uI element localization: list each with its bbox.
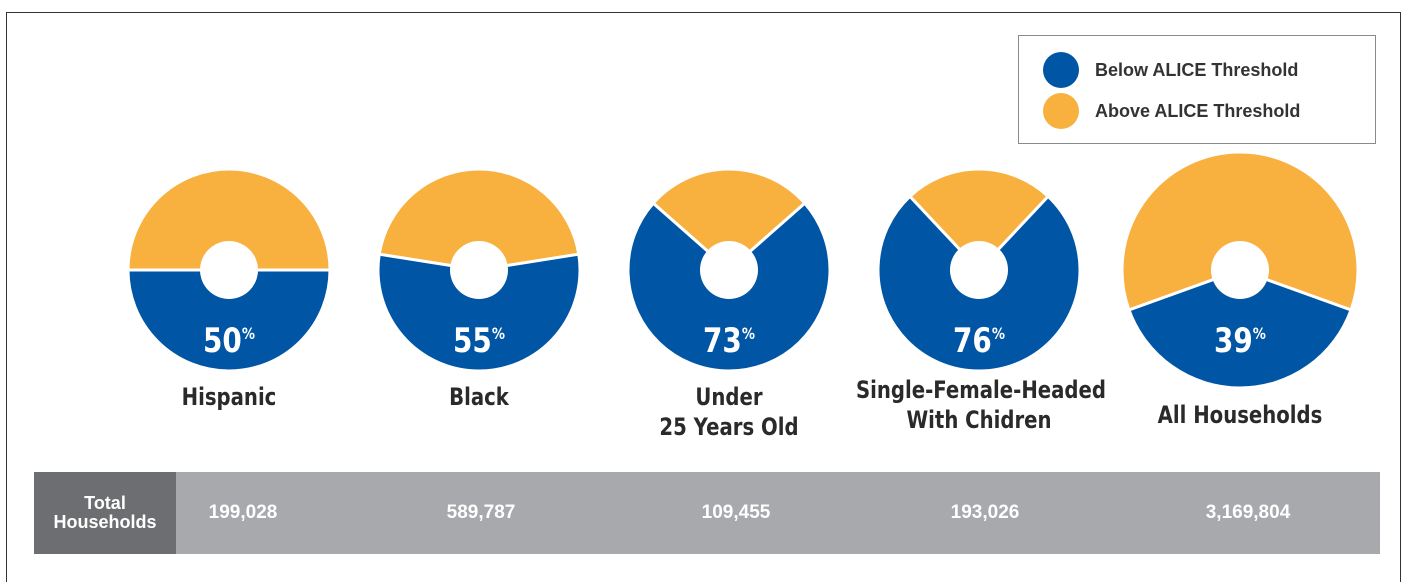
totals-bar: Total Households 199,028 589,787 109,455 19… [34,472,1380,554]
donut-slice-above [126,167,332,272]
chart-frame [6,12,1401,582]
donut-percent-label: 55% [453,321,505,360]
percent-suffix: % [742,325,755,344]
donut-slice-above [1120,150,1360,312]
percent-value: 39 [1214,321,1253,360]
donut-2: 55% [376,167,582,373]
donut-hole [1211,241,1269,299]
donut-1: 50% [126,167,332,373]
legend-label-below: Below ALICE Threshold [1095,59,1299,80]
category-label-line: Hispanic [181,383,277,411]
category-label: Black [356,382,602,412]
category-label-line: With Chidren [906,406,1052,434]
total-households-value: 109,455 [701,502,771,523]
percent-value: 73 [703,321,742,360]
legend-swatch-above [1043,93,1079,129]
donut-slice-above [907,167,1051,273]
totals-header: Total Households [34,472,176,554]
category-label: All Households [1117,400,1363,430]
percent-value: 50 [203,321,242,360]
donut-slice-below [1127,268,1353,390]
legend: Below ALICE Threshold Above ALICE Thresh… [1018,35,1376,144]
category-label: Single-Female-Headed With Chidren [856,375,1106,435]
legend-item-above: Above ALICE Threshold [1043,93,1300,129]
legend-item-below: Below ALICE Threshold [1043,52,1298,88]
percent-suffix: % [992,325,1005,344]
donut-percent-label: 39% [1214,321,1266,360]
donut-slice-below [376,252,582,373]
donut-5: 39% [1120,150,1360,390]
percent-suffix: % [242,325,255,344]
category-label: Hispanic [106,382,352,412]
totals-header-line2: Households [53,512,157,532]
category-label-line: 25 Years Old [659,413,799,441]
donut-hole [450,241,508,299]
donut-percent-label: 76% [953,321,1005,360]
donut-slice-above [377,167,581,272]
percent-suffix: % [492,325,505,344]
percent-value: 76 [953,321,992,360]
percent-suffix: % [1253,325,1266,344]
total-households-value: 589,787 [446,502,516,523]
donut-slice-above [651,167,807,272]
percent-value: 55 [453,321,492,360]
legend-swatch-below [1043,52,1079,88]
category-label-line: Under [695,383,763,411]
donut-percent-label: 73% [703,321,755,360]
totals-header-line1: Total [84,493,126,513]
donut-hole [200,241,258,299]
donut-charts: 50% 55% 73% 76% 39% [126,150,1360,390]
category-label-line: All Households [1157,401,1323,429]
legend-label-above: Above ALICE Threshold [1095,100,1301,121]
total-households-value: 199,028 [208,502,278,523]
donut-percent-label: 50% [203,321,255,360]
category-label-line: Black [449,383,509,411]
category-label-line: Single-Female-Headed [856,376,1106,404]
donut-hole [700,241,758,299]
total-households-value: 193,026 [950,502,1020,523]
category-label: Under 25 Years Old [606,382,852,442]
total-households-value: 3,169,804 [1205,502,1291,523]
donut-3: 73% [626,167,832,373]
donut-4: 76% [876,167,1082,373]
donut-hole [950,241,1008,299]
donut-slice-below [126,268,332,373]
